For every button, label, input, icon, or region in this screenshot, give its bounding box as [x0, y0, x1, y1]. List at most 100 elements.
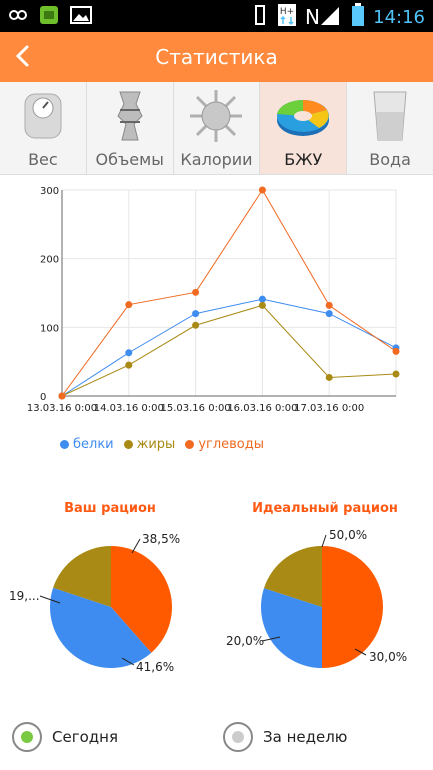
page-title: Статистика [155, 45, 278, 69]
your-diet-title: Ваш рацион [64, 501, 156, 516]
tab-label: Вес [28, 150, 58, 169]
pie-label-leader [354, 648, 367, 656]
signal-icon: N [305, 4, 343, 30]
body-icon [117, 91, 143, 141]
data-point-жиры [192, 321, 200, 329]
tab-bju[interactable]: БЖУ [260, 82, 348, 174]
chart-legend: белки жиры углеводы [60, 437, 264, 452]
data-point-углеводы [192, 288, 200, 296]
pie-slice-label: 50,0% [329, 528, 367, 542]
scale-icon [24, 93, 62, 139]
period-selector: Сегодня За неделю [0, 720, 433, 760]
radio-today[interactable]: Сегодня [12, 722, 118, 752]
donut-icon [277, 99, 330, 136]
android-app-icon [38, 4, 60, 30]
y-tick-label: 100 [40, 323, 59, 334]
pie-label-leader [261, 636, 281, 642]
tab-water[interactable]: Вода [347, 82, 433, 174]
back-arrow-icon [15, 45, 29, 67]
tab-weight[interactable]: Вес [0, 82, 87, 174]
pie-label-leader [39, 595, 61, 604]
app-bar: Статистика [0, 32, 433, 82]
data-point-углеводы [125, 301, 133, 309]
legend-dot [60, 440, 69, 449]
legend-item: белки [60, 437, 114, 452]
tab-label: БЖУ [284, 150, 323, 169]
stat-tabs: Вес Объемы Калории БЖУ [0, 82, 433, 175]
y-tick-label: 300 [40, 186, 59, 197]
pie-slice [263, 546, 322, 607]
tab-volumes[interactable]: Объемы [87, 82, 174, 174]
pie-label-leader [321, 534, 327, 548]
data-point-белки [258, 295, 266, 303]
image-icon [70, 5, 92, 29]
tab-calories[interactable]: Калории [174, 82, 261, 174]
data-network-icon: H+ [277, 3, 297, 31]
data-point-углеводы [58, 392, 66, 400]
ideal-diet-title: Идеальный рацион [252, 501, 398, 516]
radio-dot [232, 731, 244, 743]
data-point-углеводы [258, 186, 266, 194]
status-time: 14:16 [373, 6, 425, 28]
series-line-углеводы [61, 189, 397, 397]
notification-icon [8, 5, 28, 29]
pie-label-leader [121, 657, 135, 666]
data-point-жиры [325, 373, 333, 381]
data-point-белки [325, 310, 333, 318]
data-point-жиры [125, 361, 133, 369]
back-button[interactable] [10, 42, 38, 70]
x-tick-label: 13.03.16 0:00 [27, 403, 97, 414]
radio-label-today: Сегодня [52, 728, 118, 746]
radio-label-week: За неделю [263, 728, 348, 746]
data-point-белки [192, 310, 200, 318]
pie-slice [50, 587, 152, 668]
pie-slice-label: 19,... [9, 589, 40, 603]
tab-label: Калории [180, 150, 253, 169]
pie-slice-label: 30,0% [369, 650, 407, 664]
svg-text:H+: H+ [280, 7, 294, 17]
radio-dot [21, 731, 33, 743]
pie-slice-label: 41,6% [136, 660, 174, 674]
glass-icon [373, 91, 407, 141]
data-point-жиры [258, 301, 266, 309]
series-line-белки [61, 298, 397, 397]
svg-text:N: N [305, 5, 320, 26]
data-point-белки [125, 349, 133, 357]
status-bar: H+ N 14:16 [0, 0, 433, 32]
legend-label: углеводы [198, 437, 265, 452]
radio-circle[interactable] [12, 722, 42, 752]
pie-slice-label: 38,5% [142, 532, 180, 546]
tab-label: Вода [369, 150, 411, 169]
tab-label: Объемы [95, 150, 164, 169]
pie-slice-label: 20,0% [226, 634, 264, 648]
legend-label: жиры [136, 437, 176, 452]
pie-slice [111, 546, 172, 653]
data-point-жиры [392, 370, 400, 378]
pie-slice [53, 546, 111, 607]
radio-circle[interactable] [223, 722, 253, 752]
legend-item: жиры [123, 437, 176, 452]
pie-charts-canvas: 38,5% 41,6% 19,... 50,0% 30,0% 20,0% [9, 528, 407, 674]
radio-week[interactable]: За неделю [223, 722, 347, 752]
legend-dot [185, 440, 195, 449]
y-tick-label: 0 [40, 392, 46, 403]
x-tick-label: 14.03.16 0:00 [94, 403, 164, 414]
series-line-жиры [61, 304, 397, 397]
legend-item: углеводы [185, 437, 264, 452]
pie-label-leader [131, 538, 141, 554]
legend-dot [123, 440, 133, 449]
pie-charts: Ваш рацион Идеальный рацион 38,5% 41,6% 19… [0, 495, 433, 705]
x-tick-label: 16.03.16 0:00 [227, 403, 297, 414]
sun-icon [190, 90, 243, 142]
battery-icon [351, 3, 365, 31]
x-tick-label: 15.03.16 0:00 [161, 403, 231, 414]
x-tick-label: 17.03.16 0:00 [294, 403, 364, 414]
pie-slice [261, 588, 322, 668]
data-point-углеводы [392, 347, 400, 355]
legend-label: белки [73, 437, 114, 452]
pie-slice [322, 546, 383, 668]
vibrate-icon [251, 4, 269, 30]
y-tick-label: 200 [40, 255, 59, 266]
data-point-углеводы [325, 301, 333, 309]
